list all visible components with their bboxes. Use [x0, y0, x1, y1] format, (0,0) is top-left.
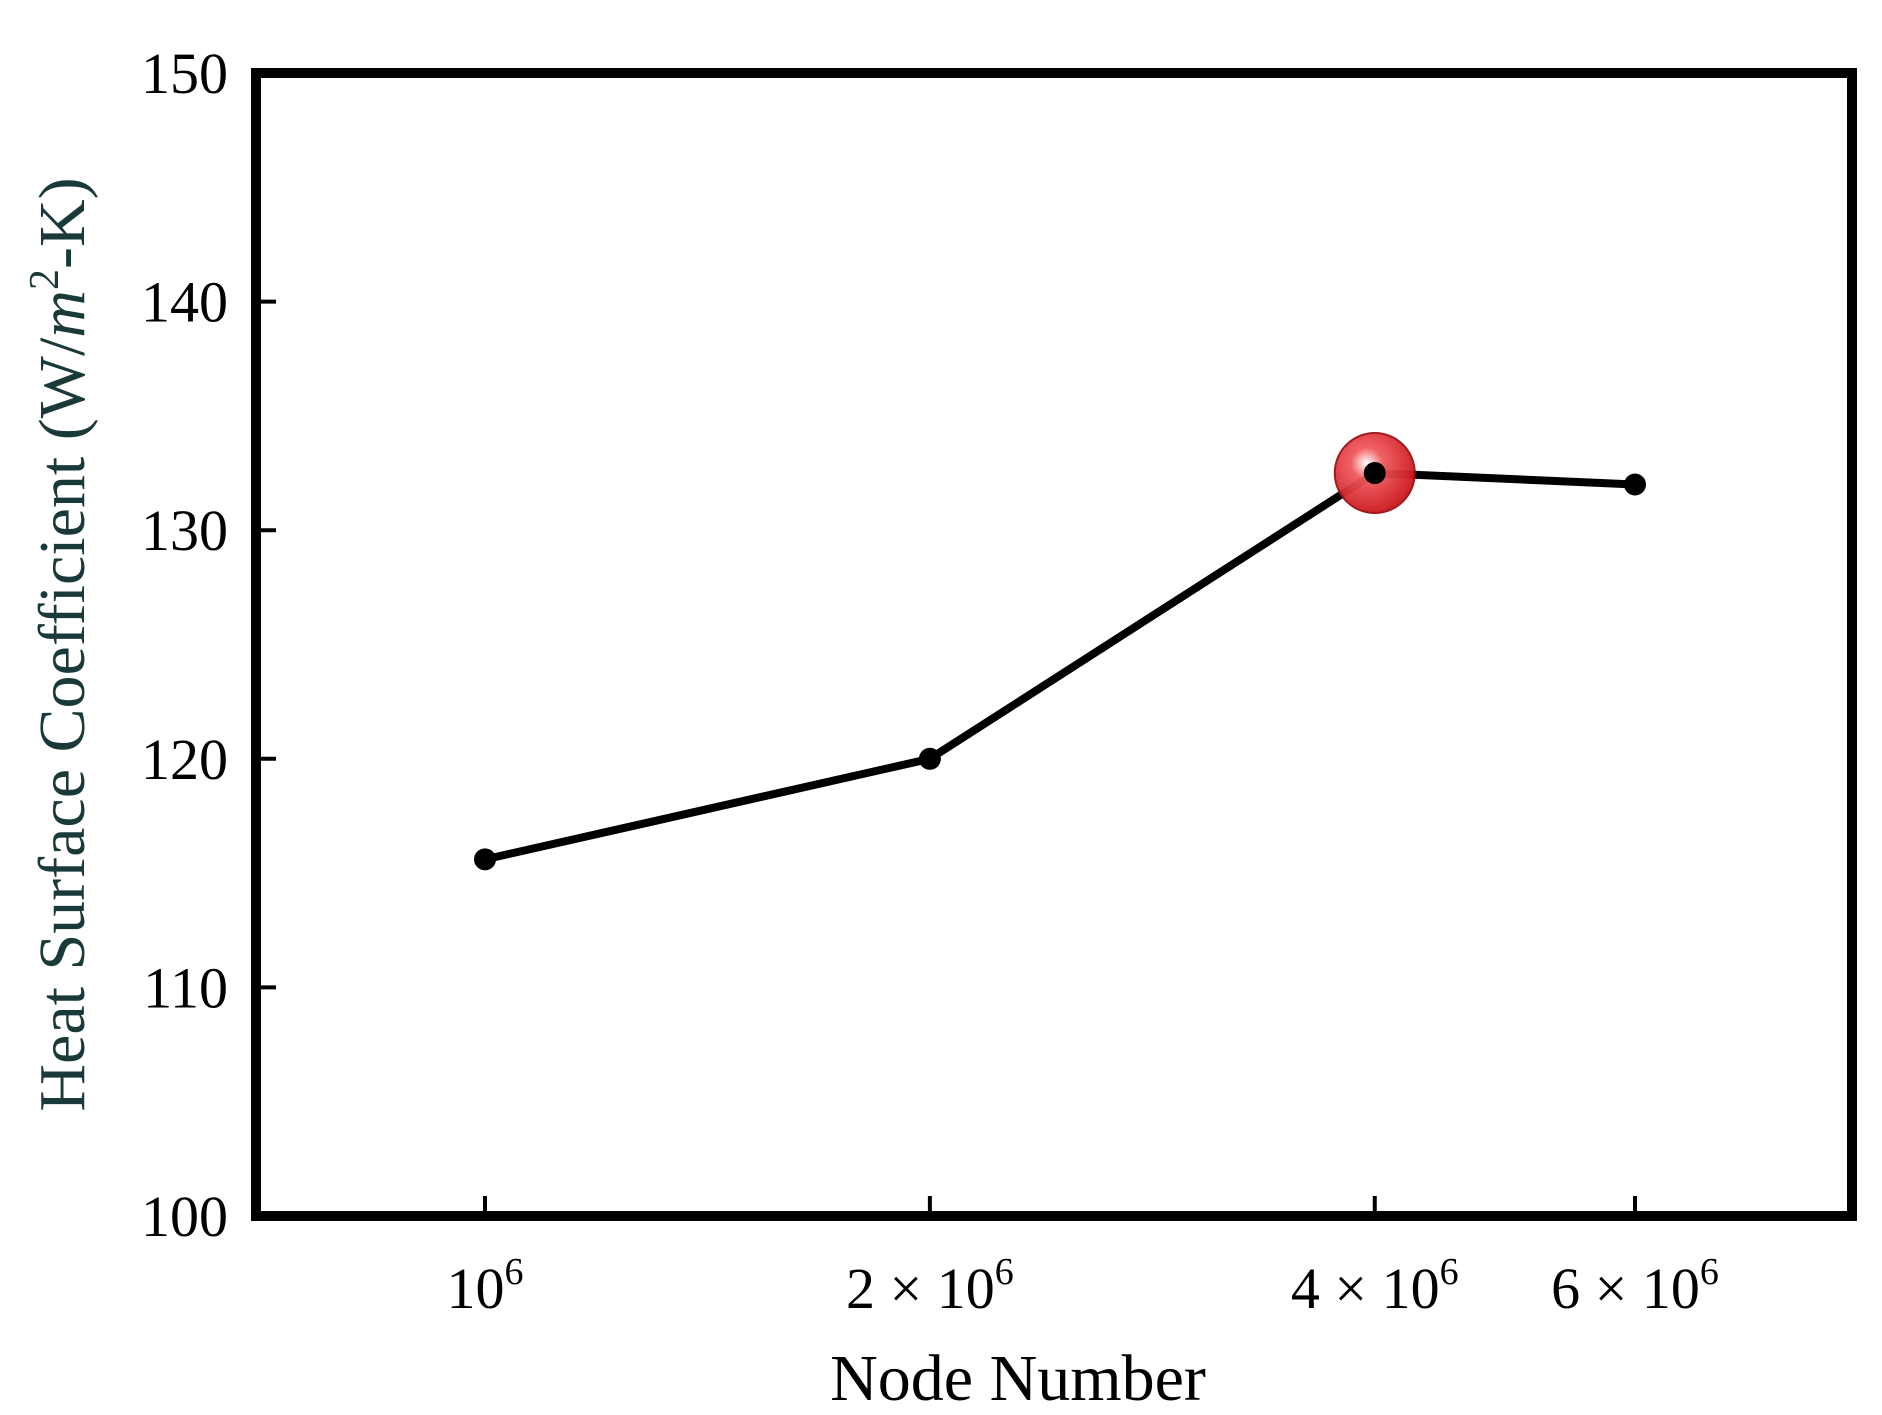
x-tick-exp: 6: [1440, 1251, 1459, 1293]
x-tick-coef: 6 × 10: [1551, 1256, 1700, 1321]
x-tick-label: 2 × 106: [846, 1251, 1014, 1321]
x-tick-exp: 6: [995, 1251, 1014, 1293]
x-axis-title: Node Number: [830, 1342, 1206, 1415]
x-tick-label: 106: [447, 1251, 524, 1321]
y-axis-title-main: Heat Surface Coefficient (W/: [26, 337, 99, 1112]
y-tick-label: 100: [141, 1184, 228, 1249]
data-point: [1363, 462, 1386, 485]
data-point: [474, 848, 496, 871]
y-tick-label: 120: [141, 727, 228, 792]
plot-frame: [251, 68, 1857, 1221]
x-axis-ticks: 106 2 × 106 4 × 106 6 × 106: [447, 1196, 1719, 1321]
x-tick-label: 4 × 106: [1291, 1251, 1459, 1321]
x-tick-coef: 4 × 10: [1291, 1256, 1440, 1321]
y-tick-label: 150: [141, 41, 228, 106]
x-tick-coef: 10: [447, 1256, 505, 1321]
series-line: [484, 469, 1636, 864]
y-axis-title-var: m: [26, 290, 99, 338]
data-point: [918, 747, 941, 770]
y-tick-label: 110: [143, 955, 228, 1020]
y-axis-title-sup: 2: [22, 269, 68, 290]
data-point: [1624, 473, 1646, 496]
y-tick-label: 140: [141, 270, 228, 335]
y-axis-title-tail: -K): [26, 177, 99, 269]
x-tick-coef: 2 × 10: [846, 1256, 995, 1321]
y-axis-ticks: 100 110 120 130 140 150: [141, 41, 276, 1249]
y-tick-label: 130: [141, 498, 228, 563]
x-tick-exp: 6: [1700, 1251, 1719, 1293]
y-axis-title: Heat Surface Coefficient (W/m2-K): [22, 177, 99, 1111]
series-layer: [474, 432, 1646, 871]
x-tick-label: 6 × 106: [1551, 1251, 1719, 1321]
x-tick-exp: 6: [505, 1251, 524, 1293]
